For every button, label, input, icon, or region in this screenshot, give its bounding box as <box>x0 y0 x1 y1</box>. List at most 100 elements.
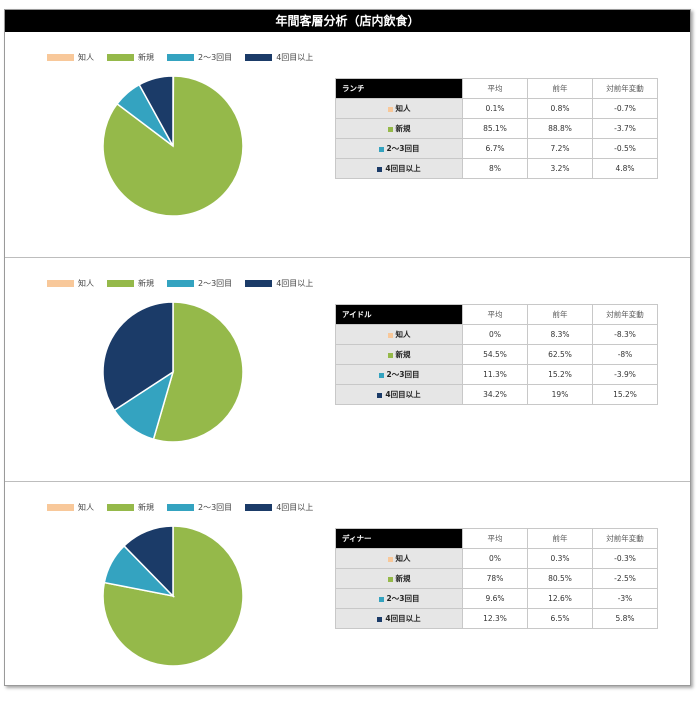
cell-avg: 78% <box>463 569 528 589</box>
cell-prev: 15.2% <box>528 365 593 385</box>
column-header: 平均 <box>463 79 528 99</box>
legend-item-new: 新規 <box>107 52 154 63</box>
legend-label: 知人 <box>78 502 94 513</box>
cell-avg: 6.7% <box>463 139 528 159</box>
legend-item-4-plus: 4回目以上 <box>245 52 313 63</box>
legend-item-4-plus: 4回目以上 <box>245 502 313 513</box>
color-marker-icon <box>377 393 382 398</box>
row-label: 4回目以上 <box>385 164 420 173</box>
color-marker-icon <box>388 127 393 132</box>
report-title: 年間客層分析（店内飲食） <box>5 10 690 32</box>
legend: 知人 新規 2～3回目 4回目以上 <box>47 277 326 289</box>
row-label-cell: 新規 <box>336 345 463 365</box>
legend-item-new: 新規 <box>107 502 154 513</box>
legend-swatch <box>47 280 74 287</box>
row-label-cell: 知人 <box>336 549 463 569</box>
cell-change: -3% <box>593 589 658 609</box>
cell-avg: 11.3% <box>463 365 528 385</box>
row-label: 新規 <box>396 124 411 133</box>
cell-change: -8.3% <box>593 325 658 345</box>
column-header: 平均 <box>463 305 528 325</box>
row-label: 4回目以上 <box>385 614 420 623</box>
row-label: 2～3回目 <box>387 594 420 603</box>
legend-item-2-3-times: 2～3回目 <box>167 52 232 63</box>
cell-avg: 54.5% <box>463 345 528 365</box>
color-marker-icon <box>379 373 384 378</box>
cell-avg: 0% <box>463 549 528 569</box>
column-header: 前年 <box>528 305 593 325</box>
table-segment-name: ランチ <box>336 79 463 99</box>
row-label-cell: 新規 <box>336 569 463 589</box>
cell-change: -8% <box>593 345 658 365</box>
color-marker-icon <box>377 167 382 172</box>
legend-item-4-plus: 4回目以上 <box>245 278 313 289</box>
table-segment-name: ディナー <box>336 529 463 549</box>
legend-swatch <box>107 504 134 511</box>
cell-change: 15.2% <box>593 385 658 405</box>
color-marker-icon <box>388 333 393 338</box>
cell-avg: 9.6% <box>463 589 528 609</box>
legend-item-new: 新規 <box>107 278 154 289</box>
legend-item-2-3-times: 2～3回目 <box>167 278 232 289</box>
column-header: 前年 <box>528 79 593 99</box>
color-marker-icon <box>379 147 384 152</box>
row-label: 知人 <box>396 104 411 113</box>
legend-swatch <box>47 504 74 511</box>
legend-swatch <box>167 504 194 511</box>
table-header-row: ディナー平均前年対前年変動 <box>336 529 658 549</box>
row-label: 知人 <box>396 330 411 339</box>
cell-change: 5.8% <box>593 609 658 629</box>
column-header: 平均 <box>463 529 528 549</box>
legend-label: 知人 <box>78 278 94 289</box>
column-header: 対前年変動 <box>593 529 658 549</box>
row-label: 2～3回目 <box>387 370 420 379</box>
row-label: 新規 <box>396 350 411 359</box>
legend-label: 4回目以上 <box>276 278 313 289</box>
legend-label: 新規 <box>138 52 154 63</box>
table-header-row: アイドル平均前年対前年変動 <box>336 305 658 325</box>
legend-swatch <box>107 54 134 61</box>
cell-prev: 80.5% <box>528 569 593 589</box>
legend-label: 知人 <box>78 52 94 63</box>
cell-change: 4.8% <box>593 159 658 179</box>
cell-avg: 0.1% <box>463 99 528 119</box>
legend-item-2-3-times: 2～3回目 <box>167 502 232 513</box>
legend-label: 新規 <box>138 278 154 289</box>
row-label-cell: 新規 <box>336 119 463 139</box>
table-row: 知人 0%0.3%-0.3% <box>336 549 658 569</box>
color-marker-icon <box>377 617 382 622</box>
legend-swatch <box>167 280 194 287</box>
cell-change: -2.5% <box>593 569 658 589</box>
row-label: 2～3回目 <box>387 144 420 153</box>
legend-swatch <box>47 54 74 61</box>
table-segment-name: アイドル <box>336 305 463 325</box>
cell-avg: 0% <box>463 325 528 345</box>
row-label-cell: 4回目以上 <box>336 159 463 179</box>
color-marker-icon <box>388 557 393 562</box>
cell-prev: 0.3% <box>528 549 593 569</box>
cell-change: -0.3% <box>593 549 658 569</box>
column-header: 対前年変動 <box>593 79 658 99</box>
cell-avg: 12.3% <box>463 609 528 629</box>
legend-swatch <box>245 280 272 287</box>
legend-label: 新規 <box>138 502 154 513</box>
legend-label: 4回目以上 <box>276 502 313 513</box>
color-marker-icon <box>388 577 393 582</box>
legend-item-acquaintance: 知人 <box>47 502 94 513</box>
legend-swatch <box>245 54 272 61</box>
row-label: 知人 <box>396 554 411 563</box>
cell-change: -0.5% <box>593 139 658 159</box>
